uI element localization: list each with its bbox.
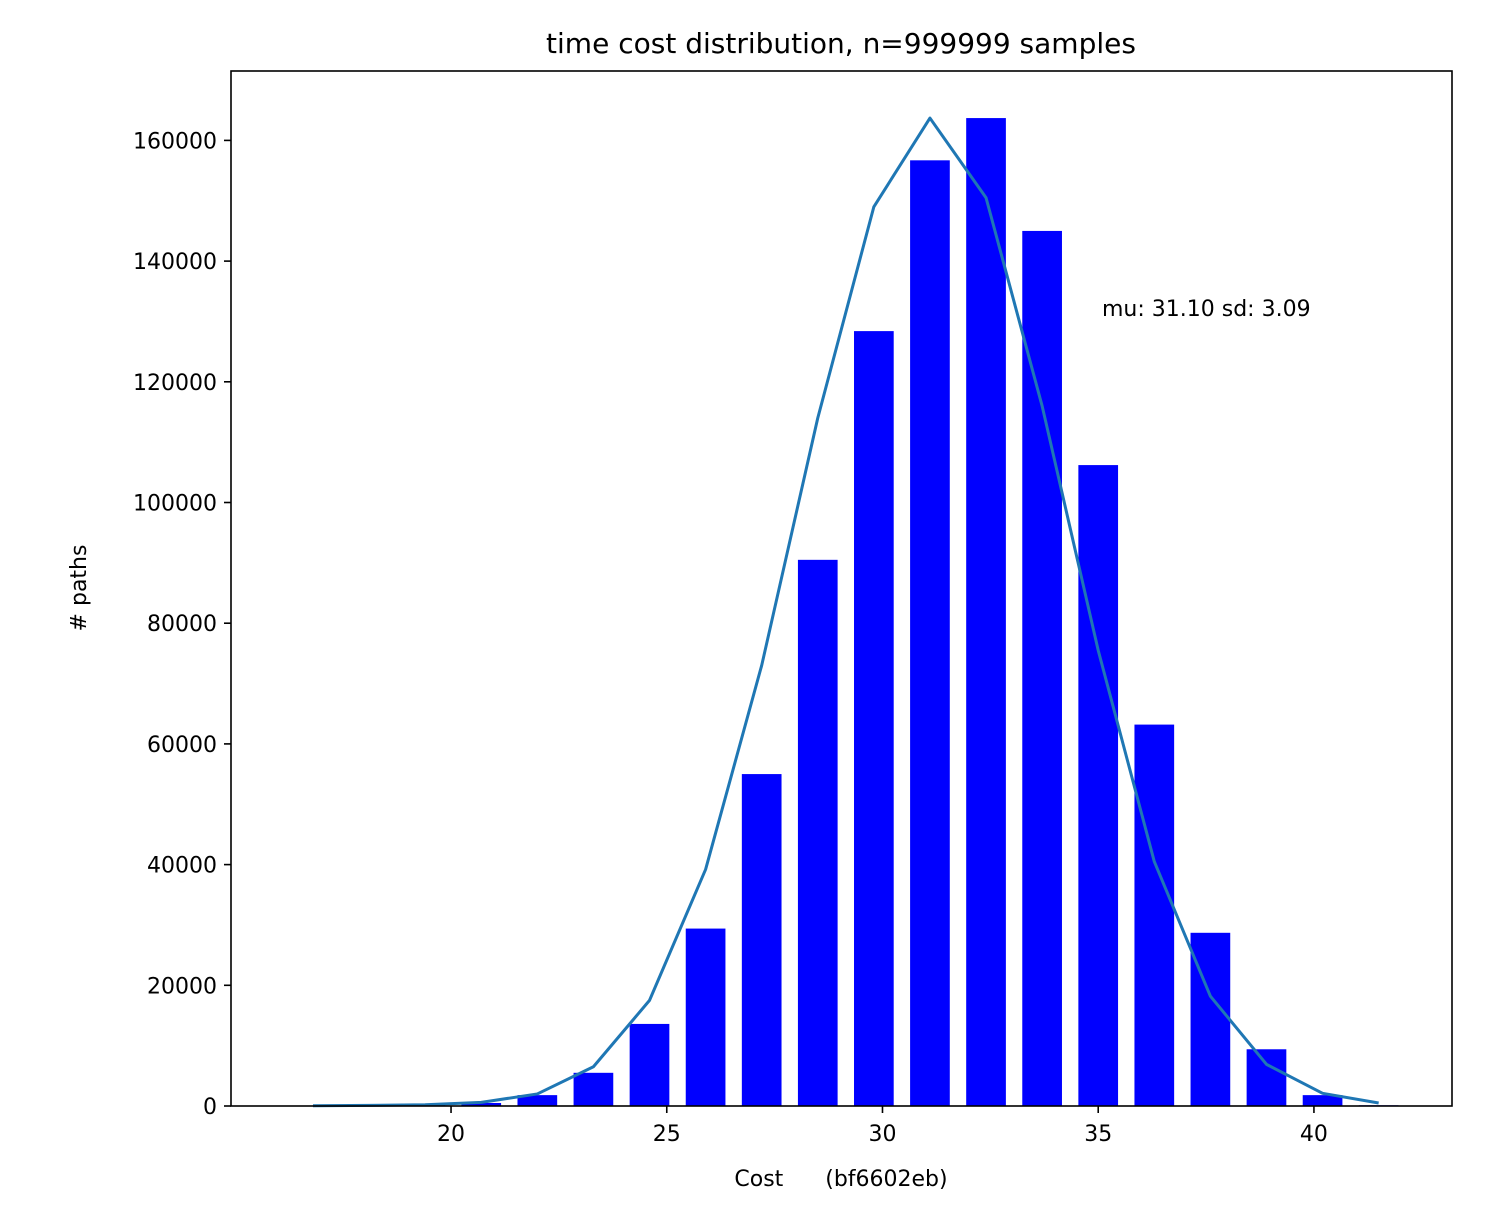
y-tick-label: 120000 [133, 371, 217, 396]
histogram-bar [517, 1095, 558, 1106]
histogram-bar [1022, 230, 1062, 1106]
histogram-bar [741, 774, 782, 1106]
x-axis-ticks: 20 25 30 35 40 [437, 1106, 1328, 1147]
y-tick-label: 20000 [147, 974, 217, 999]
x-tick-label: 40 [1300, 1122, 1328, 1147]
fit-line-group [312, 116, 1379, 1108]
x-tick-label: 35 [1084, 1122, 1112, 1147]
x-tick-label: 30 [868, 1122, 896, 1147]
y-tick-label: 160000 [133, 129, 217, 154]
stats-annotation: mu: 31.10 sd: 3.09 [1102, 297, 1311, 322]
histogram-bar [1246, 1049, 1287, 1106]
y-axis-label: # paths [67, 545, 92, 632]
chart-title: time cost distribution, n=999999 samples [546, 27, 1136, 60]
y-tick-label: 0 [203, 1095, 217, 1120]
y-axis-ticks: 0 20000 40000 60000 80000 100000 120000 140000 1… [133, 129, 231, 1120]
histogram-bar [573, 1072, 614, 1106]
histogram-bar [797, 559, 838, 1106]
y-tick-label: 80000 [147, 612, 217, 637]
x-tick-label: 20 [437, 1122, 465, 1147]
bars-group [293, 118, 1399, 1107]
plot-frame [230, 70, 1453, 1107]
histogram-bar [629, 1023, 670, 1106]
y-tick-label: 60000 [147, 733, 217, 758]
histogram-bar [1302, 1095, 1343, 1106]
histogram-bar [854, 331, 894, 1106]
fit-curve-line [312, 116, 1379, 1108]
y-tick-label: 140000 [133, 250, 217, 275]
histogram-bar [1190, 932, 1231, 1106]
y-tick-label: 40000 [147, 854, 217, 879]
x-axis-label: Cost (bf6602eb) [734, 1167, 947, 1192]
histogram-bar [1078, 465, 1119, 1106]
x-tick-label: 25 [653, 1122, 681, 1147]
histogram-bar [910, 160, 950, 1107]
histogram-bar [1134, 724, 1175, 1106]
histogram-bar [685, 928, 726, 1106]
histogram-bar [966, 118, 1006, 1107]
histogram-bar [461, 1102, 502, 1106]
y-tick-label: 100000 [133, 492, 217, 517]
